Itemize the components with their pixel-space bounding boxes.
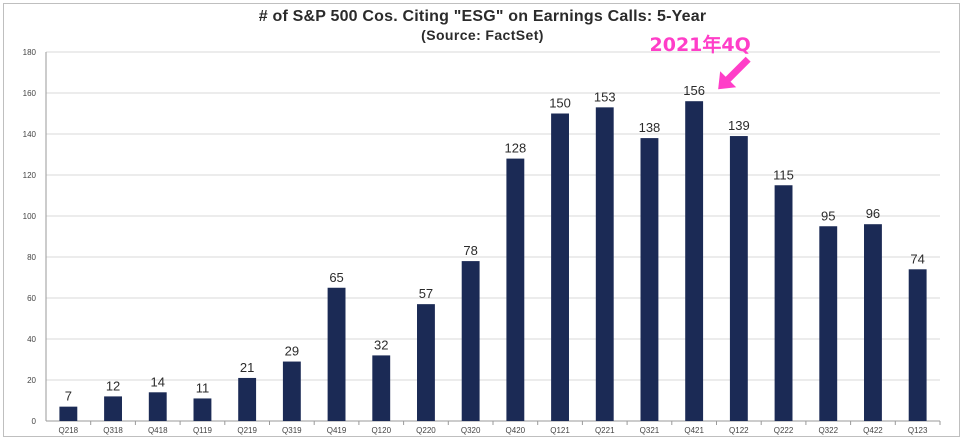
bar [551,113,569,421]
bar [595,107,614,421]
data-label: 138 [639,120,661,135]
bar [640,138,659,421]
y-tick-label: 180 [23,48,37,57]
data-label: 7 [65,389,72,404]
bar [417,304,435,421]
y-tick-label: 40 [27,335,36,344]
x-tick-label: Q318 [103,426,123,435]
chart-title: # of S&P 500 Cos. Citing "ESG" on Earnin… [258,8,707,25]
data-label: 115 [773,167,794,182]
x-tick-label: Q123 [908,426,928,435]
bar [193,398,212,421]
bar [685,101,704,421]
data-label: 12 [106,378,120,393]
data-label: 21 [240,360,254,375]
y-tick-label: 160 [23,89,37,98]
data-label: 150 [549,96,571,111]
bar [819,226,838,421]
data-label: 32 [374,337,388,352]
data-label: 29 [285,344,299,359]
data-label: 95 [821,208,835,223]
bar [461,261,480,421]
y-tick-label: 120 [23,171,37,180]
data-label: 96 [866,206,880,221]
data-label: 57 [419,286,433,301]
bar [372,355,391,421]
data-label: 153 [594,89,616,104]
x-tick-label: Q222 [774,426,794,435]
x-tick-label: Q322 [818,426,838,435]
x-tick-label: Q418 [148,426,168,435]
data-label: 74 [910,251,924,266]
bar [506,158,525,421]
data-label: 14 [151,374,165,389]
bar [774,185,793,421]
chart-subtitle: (Source: FactSet) [421,27,544,43]
y-tick-label: 20 [27,376,36,385]
x-tick-label: Q221 [595,426,615,435]
bar [282,361,301,421]
data-label: 78 [463,243,477,258]
chart-frame [3,3,960,437]
y-tick-label: 140 [23,130,37,139]
data-label: 65 [329,270,343,285]
x-tick-label: Q218 [59,426,79,435]
bar [148,392,167,421]
bar [908,269,927,421]
x-tick-label: Q122 [729,426,749,435]
x-tick-label: Q220 [416,426,436,435]
x-tick-label: Q120 [371,426,391,435]
annotation-arrow-head [718,71,737,90]
x-tick-label: Q419 [327,426,347,435]
annotation-label: 2021年4Q [650,33,751,56]
data-label: 139 [728,118,750,133]
bar [729,136,748,422]
data-label: 11 [196,380,210,395]
x-tick-label: Q321 [640,426,660,435]
x-tick-label: Q320 [461,426,481,435]
y-tick-label: 80 [27,253,36,262]
bar [104,396,122,421]
bar [327,287,346,421]
bar [59,406,78,421]
x-tick-label: Q119 [193,426,213,435]
y-tick-label: 100 [23,212,37,221]
bar [238,377,257,421]
y-tick-label: 0 [32,417,37,426]
y-tick-label: 60 [27,294,36,303]
data-label: 128 [504,141,526,156]
x-tick-label: Q219 [237,426,257,435]
x-tick-label: Q422 [863,426,883,435]
x-tick-label: Q121 [550,426,570,435]
x-tick-label: Q319 [282,426,302,435]
data-label: 156 [683,83,705,98]
bar [864,224,882,421]
x-tick-label: Q421 [684,426,704,435]
x-tick-label: Q420 [506,426,526,435]
annotation-arrow-shaft [723,56,751,84]
